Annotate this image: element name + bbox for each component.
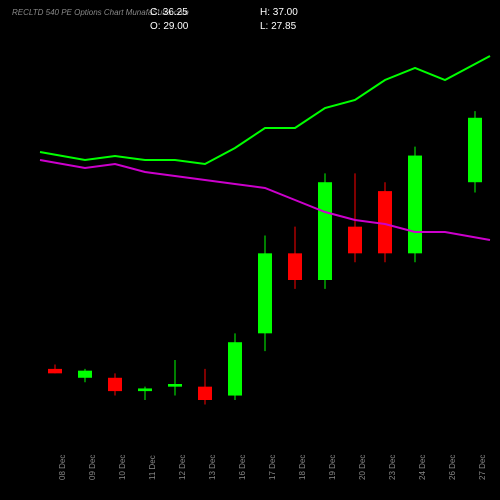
chart-container: RECLTD 540 PE Options Chart MunafaSutra.… (0, 0, 500, 500)
x-axis-tick-label: 18 Dec (298, 455, 307, 480)
x-axis-tick-label: 24 Dec (418, 455, 427, 480)
x-axis-tick-label: 13 Dec (208, 455, 217, 480)
x-axis-tick-label: 19 Dec (328, 455, 337, 480)
x-axis-tick-label: 26 Dec (448, 455, 457, 480)
chart-svg (0, 0, 500, 500)
x-axis-tick-label: 27 Dec (478, 455, 487, 480)
x-axis-tick-label: 09 Dec (88, 455, 97, 480)
x-axis-tick-label: 23 Dec (388, 455, 397, 480)
x-axis-tick-label: 08 Dec (58, 455, 67, 480)
x-axis-tick-label: 20 Dec (358, 455, 367, 480)
x-axis-tick-label: 16 Dec (238, 455, 247, 480)
x-axis-tick-label: 17 Dec (268, 455, 277, 480)
x-axis-tick-label: 12 Dec (178, 455, 187, 480)
x-axis-tick-label: 11 Dec (148, 455, 157, 480)
x-axis-tick-label: 10 Dec (118, 455, 127, 480)
